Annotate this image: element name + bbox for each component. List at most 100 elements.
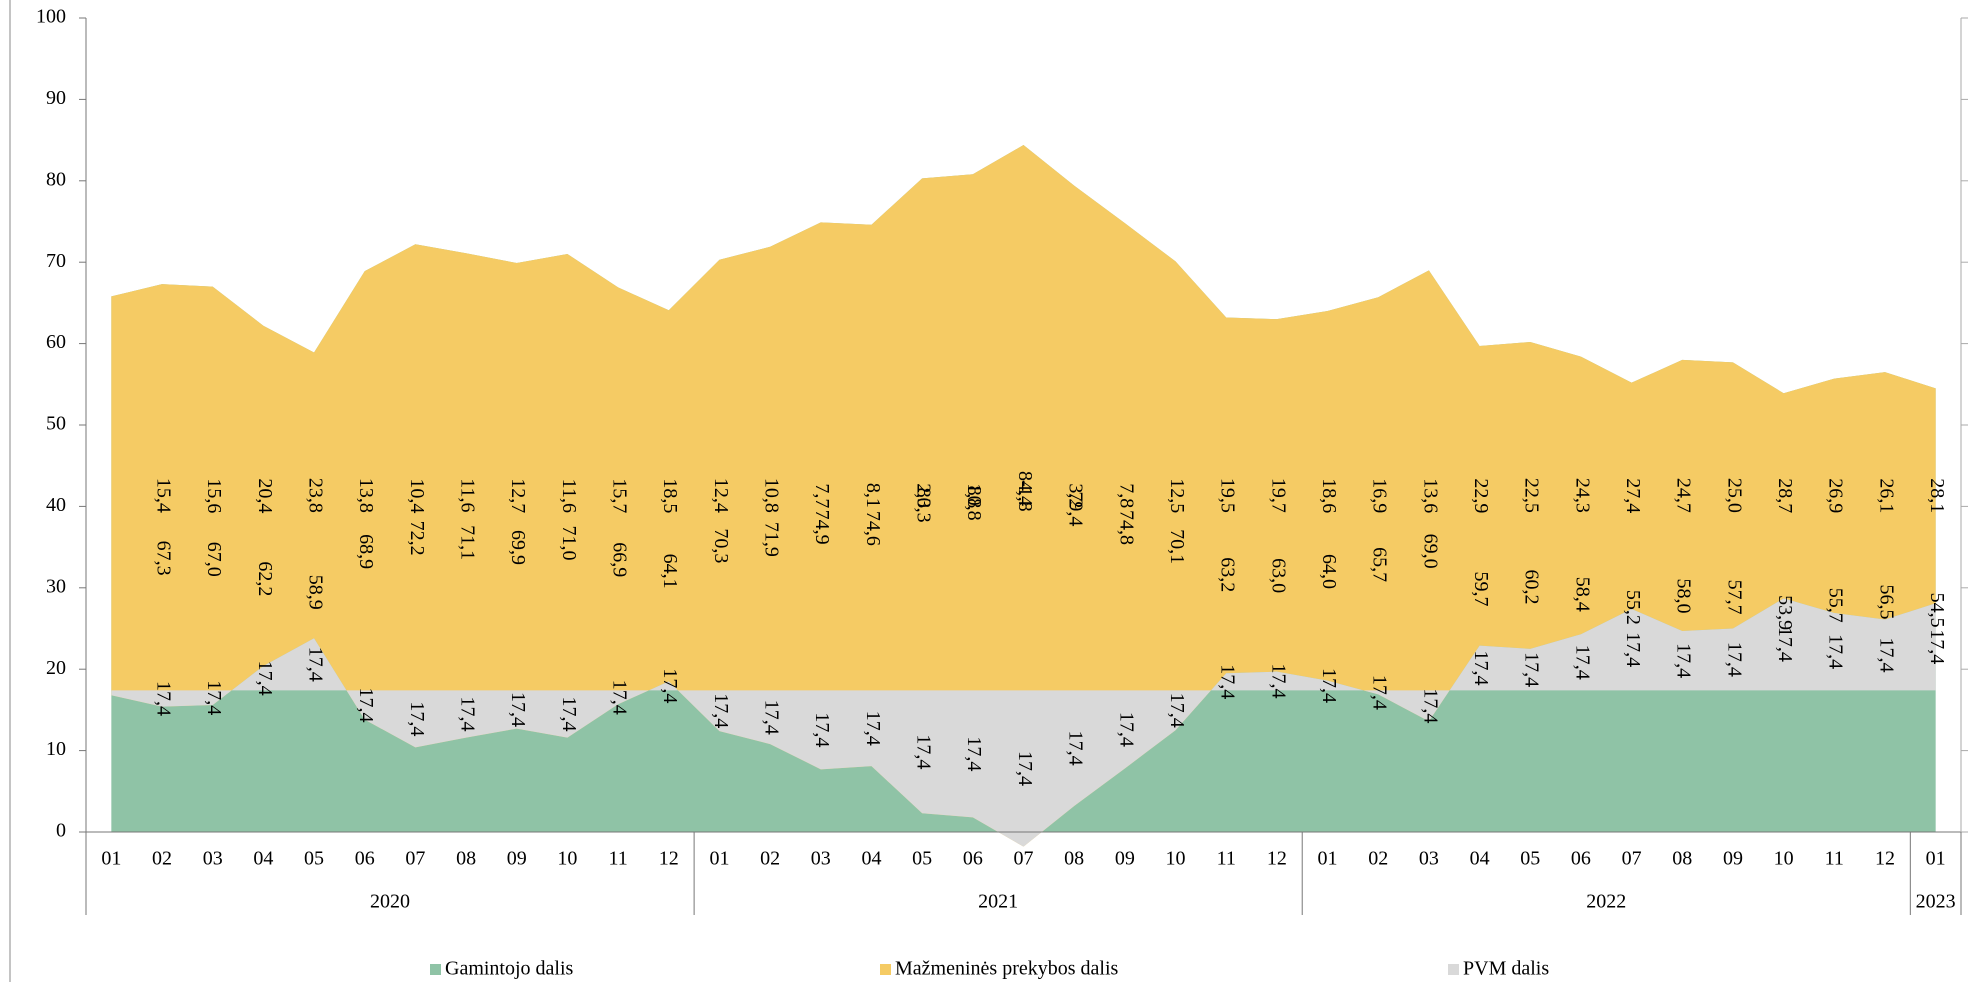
x-tick-label: 07	[1014, 848, 1034, 870]
data-label: 17,4	[304, 647, 326, 682]
group-label: 2022	[1586, 891, 1626, 913]
data-label: 17,4	[1622, 632, 1644, 667]
x-tick-label: 04	[861, 848, 881, 870]
x-tick-label: 10	[557, 848, 577, 870]
data-label: 28,7	[1774, 478, 1796, 513]
data-label: 17,4	[1723, 642, 1745, 677]
y-tick-label: 30	[46, 575, 66, 597]
legend-swatch	[430, 964, 441, 975]
x-tick-label: 01	[709, 848, 729, 870]
data-label: 17,4	[761, 700, 783, 735]
data-label: 17,4	[1521, 652, 1543, 687]
data-label: 74,9	[811, 510, 833, 545]
data-label: 17,4	[558, 696, 580, 731]
data-label: 17,4	[1267, 664, 1289, 699]
x-tick-label: 12	[659, 848, 679, 870]
x-tick-label: 01	[1926, 848, 1946, 870]
x-tick-label: 04	[1470, 848, 1490, 870]
data-label: 74,8	[1115, 510, 1137, 545]
data-label: 18,5	[659, 478, 681, 513]
data-label: 19,5	[1217, 478, 1239, 513]
x-tick-label: 04	[253, 848, 273, 870]
data-label: 55,2	[1622, 590, 1644, 625]
data-label: -1,8	[1014, 480, 1036, 512]
data-label: 15,4	[152, 478, 174, 513]
data-label: 64,1	[659, 554, 681, 589]
x-tick-label: 02	[760, 848, 780, 870]
data-label: 66,9	[609, 542, 631, 577]
x-tick-label: 03	[1419, 848, 1439, 870]
area	[111, 144, 1936, 847]
data-label: 17,4	[1014, 751, 1036, 786]
legend-swatch	[880, 964, 891, 975]
x-tick-label: 06	[355, 848, 375, 870]
data-label: 17,4	[152, 681, 174, 716]
labels: 67,3 67,0 62,2 58,9 68,9 72,2 71,1 69,9 71,0 66,9…	[152, 471, 1948, 786]
data-label: 56,5	[1875, 585, 1897, 620]
y-tick-label: 40	[46, 494, 66, 516]
data-label: 67,3	[152, 541, 174, 576]
data-label: 84,4	[1014, 471, 1036, 506]
data-label: 10,4	[406, 478, 428, 513]
data-label: 17,4	[1470, 650, 1492, 685]
group-label: 2020	[370, 891, 410, 913]
data-label: 17,4	[406, 701, 428, 736]
data-label: 17,4	[1673, 643, 1695, 678]
data-label: 17,4	[1774, 627, 1796, 662]
y-tick-label: 80	[46, 168, 66, 190]
data-label: 26,1	[1875, 478, 1897, 513]
x-tick-label: 05	[304, 848, 324, 870]
x-tick-label: 05	[1520, 848, 1540, 870]
data-label: 71,1	[456, 525, 478, 560]
data-label: 71,9	[761, 522, 783, 557]
data-label: 68,9	[355, 534, 377, 569]
data-label: 67,0	[203, 542, 225, 577]
y-tick-label: 90	[46, 87, 66, 109]
data-label: 65,7	[1369, 547, 1391, 582]
group-label: 2023	[1916, 891, 1956, 913]
x-tick-label: 10	[1774, 848, 1794, 870]
x-tick-label: 11	[1217, 848, 1236, 870]
data-label: 28,1	[1926, 478, 1948, 513]
y-tick-label: 60	[46, 331, 66, 353]
data-label: 17,4	[963, 736, 985, 771]
data-label: 17,4	[507, 692, 529, 727]
legend-swatch	[1448, 964, 1459, 975]
x-tick-label: 12	[1875, 848, 1895, 870]
data-label: 59,7	[1470, 572, 1492, 607]
x-tick-label: 06	[963, 848, 983, 870]
x-tick-label: 03	[203, 848, 223, 870]
data-label: 15,7	[609, 478, 631, 513]
x-tick-label: 09	[1115, 848, 1135, 870]
data-label: 17,4	[1419, 688, 1441, 723]
data-label: 62,2	[254, 561, 276, 596]
data-label: 17,4	[203, 680, 225, 715]
x-tick-label: 01	[101, 848, 121, 870]
data-label: 63,0	[1267, 558, 1289, 593]
data-label: 7,7	[811, 483, 833, 508]
data-label: 12,4	[710, 478, 732, 513]
data-label: 22,5	[1521, 478, 1543, 513]
data-label: 8,1	[862, 483, 884, 508]
data-label: 70,3	[710, 528, 732, 563]
x-tick-label: 09	[507, 848, 527, 870]
x-tick-label: 01	[1318, 848, 1338, 870]
data-label: 23,8	[304, 478, 326, 513]
data-label: 17,4	[1065, 731, 1087, 766]
legend-label: Gamintojo dalis	[445, 958, 574, 980]
data-label: 17,4	[811, 712, 833, 747]
x-tick-label: 11	[1825, 848, 1844, 870]
areas	[111, 144, 1936, 847]
data-label: 80,3	[913, 488, 935, 523]
data-label: 26,9	[1825, 478, 1847, 513]
area	[111, 598, 1936, 847]
data-label: 70,1	[1166, 529, 1188, 564]
data-label: 20,4	[254, 478, 276, 513]
data-label: 63,2	[1217, 557, 1239, 592]
data-label: 79,4	[1065, 491, 1087, 526]
x-tick-label: 07	[1622, 848, 1642, 870]
x-tick-label: 02	[152, 848, 172, 870]
data-label: 17,4	[1875, 637, 1897, 672]
x-tick-label: 02	[1368, 848, 1388, 870]
